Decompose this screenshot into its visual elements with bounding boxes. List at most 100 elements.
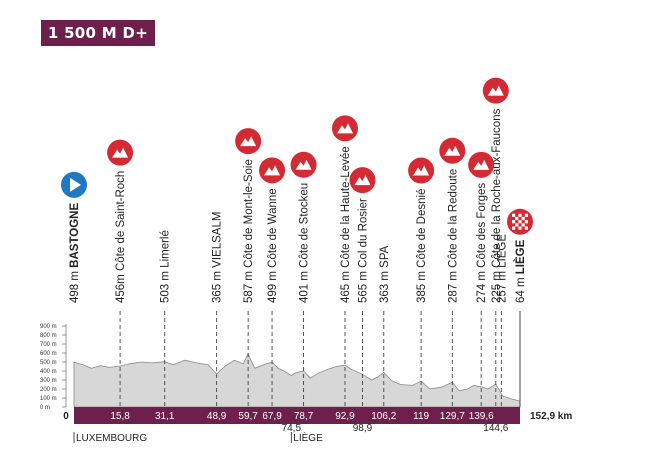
checkpoint-altitude: 465 m	[340, 268, 352, 303]
mountain-icon	[413, 165, 430, 176]
checkpoint-label: 365 m VIELSALM	[212, 212, 224, 303]
km-label: 48,9	[207, 411, 227, 422]
region-label: LUXEMBOURG	[76, 433, 147, 444]
y-tick-label: 0 m	[40, 405, 50, 411]
y-tick-label: 400 m	[40, 369, 57, 375]
checkpoint-altitude: 257 m	[496, 268, 508, 303]
checkpoint-label: 363 m SPA	[379, 245, 391, 303]
km-label-below: 98,9	[353, 423, 373, 434]
checkered-flag-cell	[512, 213, 516, 217]
checkered-flag-cell	[518, 220, 522, 224]
climb-icon-circle	[107, 139, 134, 166]
checkpoint-altitude: 499 m	[267, 268, 279, 303]
km-label: 92,9	[335, 411, 355, 422]
finish-icon	[507, 208, 533, 235]
y-tick-label: 200 m	[40, 387, 57, 393]
checkered-flag-cell	[524, 213, 528, 217]
climb-icon	[408, 157, 435, 184]
checkpoint-label: 498 m BASTOGNE	[69, 203, 81, 303]
climb-icon	[482, 77, 509, 104]
region-labels: LUXEMBOURG LIÈGE	[73, 431, 323, 444]
km-label: 15,8	[110, 411, 130, 422]
y-tick-label: 600 m	[40, 351, 57, 357]
climb-icon	[349, 167, 376, 194]
y-tick-label: 700 m	[40, 342, 57, 348]
checkered-flag-cell	[515, 216, 519, 221]
y-tick-label: 800 m	[40, 333, 57, 339]
climb-icon	[439, 137, 466, 164]
y-tick-label: 500 m	[40, 360, 57, 366]
climb-icon	[107, 139, 134, 166]
checkpoint-name: Côte des Forges	[476, 183, 488, 268]
elevation-area	[73, 353, 521, 408]
checkpoint-name: SPA	[379, 245, 391, 267]
checkpoint-altitude: 363 m	[379, 268, 391, 303]
checkpoint-altitude: 225 m	[491, 268, 503, 303]
checkpoint-name: VIELSALM	[212, 212, 224, 268]
y-tick-label: 900 m	[40, 324, 57, 330]
checkpoint-name: Côte de Stockeu	[299, 183, 311, 268]
climb-icon-circle	[259, 157, 286, 184]
y-tick-label: 300 m	[40, 378, 57, 384]
km-label: 119	[413, 411, 429, 422]
checkpoint-altitude: 287 m	[447, 268, 459, 303]
checkered-flag-cell	[512, 226, 516, 230]
start-km-label: 0	[63, 411, 69, 422]
checkpoint-altitude: 274 m	[476, 268, 488, 303]
mountain-icon	[487, 85, 504, 96]
checkpoint-altitude: 587 m	[243, 268, 255, 303]
climb-icon-circle	[439, 137, 466, 164]
checkpoint-name: BASTOGNE	[69, 203, 81, 268]
checkpoint-name: Côte de la Haute-Levée	[340, 146, 352, 267]
climb-icon	[468, 151, 495, 178]
region-label: LIÈGE	[293, 431, 323, 444]
checkpoint-label: 257 m LIÈGE	[495, 234, 508, 303]
climb-icon-circle	[290, 151, 317, 178]
checkpoint-name: Côte de la Roche-aux-Faucons	[491, 108, 503, 267]
elevation-gain-badge: 1 500 M D+	[41, 20, 155, 46]
km-label: 78,7	[294, 411, 314, 422]
checkpoint-label: 465 m Côte de la Haute-Levée	[340, 146, 352, 303]
mountain-icon	[264, 165, 281, 176]
end-km-label: 152,9 km	[530, 411, 572, 422]
checkpoint-altitude: 565 m	[357, 268, 369, 303]
start-icon	[61, 171, 87, 198]
km-label: 67,9	[262, 411, 282, 422]
checkpoint-markers	[119, 311, 521, 407]
mountain-icon	[444, 145, 461, 156]
checkpoint-labels: 498 m BASTOGNE 456m Côte de Saint-Roch 503…	[69, 108, 527, 303]
checkpoint-altitude: 365 m	[212, 268, 224, 303]
y-axis: 900 m 800 m 700 m 600 m 500 m 400 m 300 m 200 m…	[40, 324, 67, 411]
climb-icon	[331, 115, 358, 142]
y-tick-label: 100 m	[40, 396, 57, 402]
checkpoint-label: 287 m Côte de la Redoute	[447, 169, 459, 303]
checkpoint-name: Côte de Desnié	[416, 189, 428, 268]
km-label: 139,6	[469, 411, 494, 422]
checkpoint-label: 225 m Côte de la Roche-aux-Faucons	[491, 108, 503, 303]
elevation-profile	[73, 353, 521, 408]
climb-icon	[259, 157, 286, 184]
climb-icon-circle	[331, 115, 358, 142]
climb-icon-circle	[408, 157, 435, 184]
checkpoint-name: Côte de Wanne	[267, 188, 279, 267]
checkpoint-altitude: 456m	[115, 271, 127, 303]
mountain-icon	[473, 159, 490, 170]
checkpoint-label: 274 m Côte des Forges	[476, 183, 488, 303]
checkered-flag-cell	[515, 223, 519, 227]
checkpoint-label: 565 m Col du Rosier	[357, 198, 369, 303]
checkpoint-name: Côte de la Redoute	[447, 169, 459, 268]
km-label: 106,2	[371, 411, 396, 422]
mountain-icon	[336, 123, 353, 134]
checkpoint-altitude: 401 m	[299, 268, 311, 303]
checkpoint-label: 503 m Limerlé	[160, 230, 172, 303]
km-label: 129,7	[440, 411, 465, 422]
km-label: 59,7	[238, 411, 258, 422]
checkpoint-label: 499 m Côte de Wanne	[267, 188, 279, 303]
checkpoint-name: Côte de Saint-Roch	[115, 171, 127, 271]
checkpoint-icons	[61, 77, 533, 235]
climb-icon-circle	[482, 77, 509, 104]
checkpoint-name: Côte de Mont-le-Soie	[243, 159, 255, 268]
climb-icon	[290, 151, 317, 178]
mountain-icon	[240, 136, 257, 147]
